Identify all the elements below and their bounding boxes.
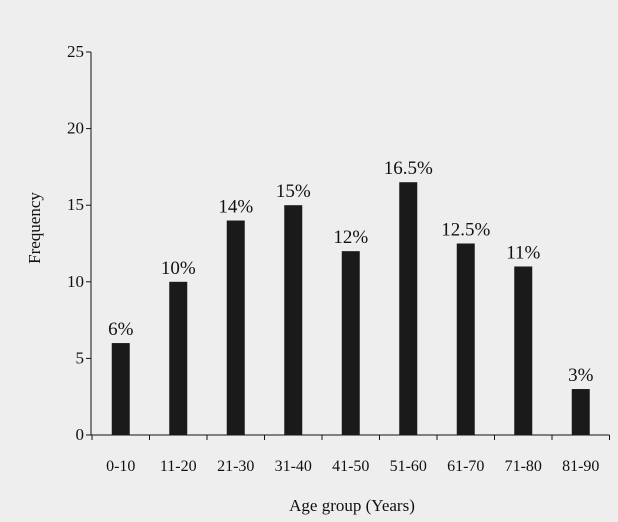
x-axis-title: Age group (Years) <box>289 496 415 515</box>
bar-data-label: 16.5% <box>384 158 433 179</box>
x-tick-label: 51-60 <box>390 458 427 475</box>
bar <box>284 205 303 435</box>
bar <box>514 266 533 435</box>
bar-data-label: 6% <box>108 319 134 340</box>
y-tick-label: 0 <box>76 425 85 444</box>
bar-data-label: 12% <box>333 227 368 248</box>
x-tick-label: 11-20 <box>160 458 197 475</box>
x-axis: 0-10 11-20 21-30 31-40 41-50 51-60 61-70 71-80 8… <box>91 434 610 475</box>
bar-data-label: 14% <box>218 197 253 218</box>
bar <box>399 182 418 435</box>
x-tick-label: 81-90 <box>562 458 599 475</box>
x-tick-label: 0-10 <box>106 458 135 475</box>
x-tick-label: 21-30 <box>217 458 254 475</box>
y-tick-label: 20 <box>67 119 84 138</box>
bar-data-label: 11% <box>506 242 540 263</box>
y-tick-label: 5 <box>76 348 85 367</box>
bar <box>341 251 360 435</box>
x-tick-label: 61-70 <box>447 458 484 475</box>
y-tick-label: 10 <box>67 272 84 291</box>
y-axis-title: Frequency <box>25 192 44 264</box>
y-axis: 0 5 10 15 20 25 <box>67 42 92 444</box>
bar-data-label: 10% <box>161 258 196 279</box>
y-tick-label: 15 <box>67 195 84 214</box>
bars <box>111 182 590 435</box>
x-tick-label: 31-40 <box>275 458 312 475</box>
bar-data-label: 12.5% <box>441 220 490 241</box>
bar-labels: 6% 10% 14% 15% 12% 16.5% 12.5% 11% 3% <box>108 158 594 386</box>
bar <box>111 343 130 435</box>
bar-data-label: 15% <box>276 181 311 202</box>
bar <box>226 220 245 435</box>
x-tick-label: 41-50 <box>332 458 369 475</box>
bar-data-label: 3% <box>568 365 594 386</box>
x-tick-label: 71-80 <box>505 458 542 475</box>
bar <box>169 281 188 435</box>
bar <box>456 243 475 435</box>
y-tick-label: 25 <box>67 42 84 61</box>
bar <box>571 389 590 435</box>
